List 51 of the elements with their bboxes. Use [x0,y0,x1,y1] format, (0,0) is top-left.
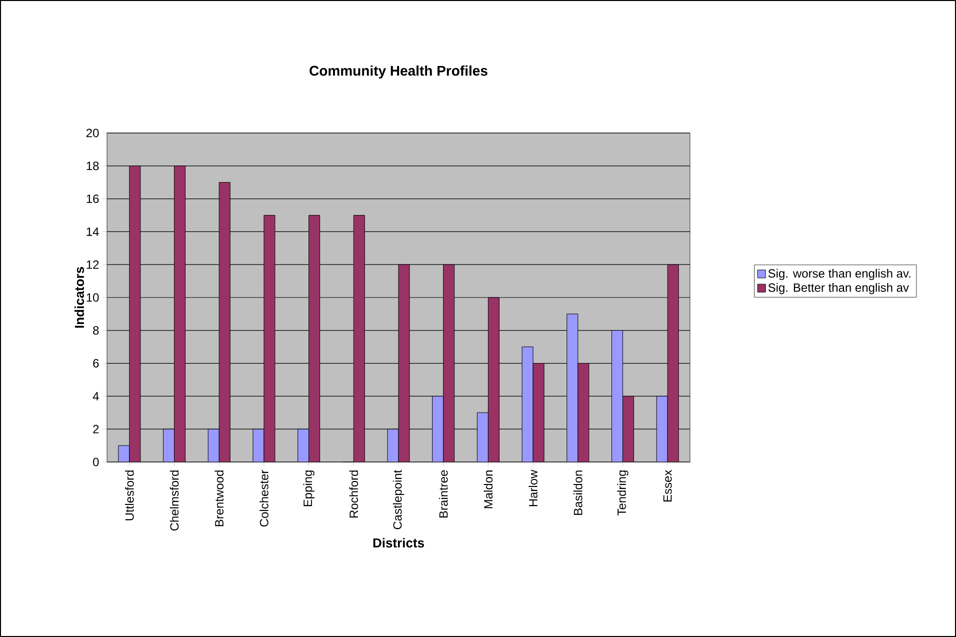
bar [308,214,320,462]
bar [532,363,544,462]
y-tick-label: 2 [93,424,99,434]
x-tick-label: Harlow [528,470,538,506]
bar [264,214,276,462]
bar [622,396,634,462]
chart-title: Community Health Profiles [310,65,488,78]
x-tick-label: Rochford [349,470,358,518]
bar [163,428,175,462]
y-tick-label: 10 [86,293,99,302]
bar [522,346,534,462]
bar [208,428,220,462]
x-tick-label: Epping [303,470,314,506]
y-tick-label: 12 [86,260,99,269]
bar [398,264,410,462]
y-tick-label: 18 [86,162,99,170]
bar [298,428,310,462]
y-tick-label: 4 [92,392,99,400]
x-tick-label: Castlepoint [392,470,404,530]
x-tick-label: Braintree [438,470,448,518]
bar [174,166,186,462]
bar [488,297,500,462]
bar [432,396,444,462]
y-tick-label: 6 [93,359,99,368]
x-tick-label: Brentwood [214,470,224,526]
bar [476,412,488,462]
y-tick-label: 20 [86,128,99,138]
y-tick-label: 16 [86,194,99,204]
bar [667,264,679,462]
x-axis-title: Districts [373,538,424,548]
bar [578,363,590,462]
x-tick-label: Basildon [573,470,582,515]
bar [353,214,365,462]
y-tick-label: 14 [86,228,99,236]
x-tick-label: Colchester [260,470,268,527]
x-tick-label: Tendring [617,470,628,516]
x-tick-label: Maldon [484,470,493,508]
y-tick-label: 0 [93,458,99,466]
bar [129,166,141,462]
bar [566,314,578,462]
legend-label: Sig. worse than english av. [768,268,910,280]
legend-label: Sig. Better than english av [768,283,909,294]
bar [656,396,668,462]
x-tick-label: Chelmsford [170,470,179,531]
y-axis-title: Indicators [74,266,84,328]
bar [443,264,455,462]
y-tick-label: 8 [93,326,99,335]
x-tick-label: Essex [663,470,672,502]
x-tick-label: Uttlesford [125,470,134,520]
bar [218,182,230,462]
bar [611,330,623,462]
